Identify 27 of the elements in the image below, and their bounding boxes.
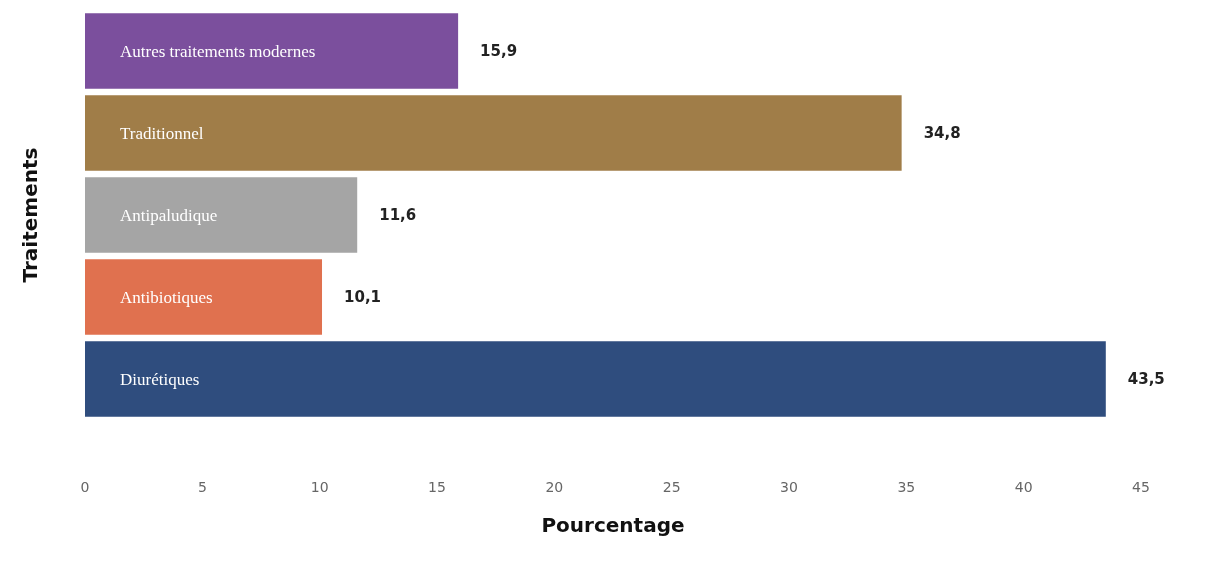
x-tick-label: 15 (428, 479, 446, 495)
x-tick-label: 10 (310, 479, 329, 495)
data-label: 15,9 (480, 42, 518, 60)
y-tick-label: Antibiotiques (120, 287, 213, 307)
y-tick-label: Autres traitements modernes (120, 41, 316, 61)
x-tick-label: 0 (80, 479, 90, 495)
x-tick-label: 40 (1014, 479, 1033, 495)
x-tick-label: 35 (897, 479, 916, 495)
x-tick-label: 30 (780, 479, 798, 495)
data-label: 11,6 (379, 206, 417, 224)
x-tick-label: 45 (1132, 479, 1150, 495)
x-axis-title: Pourcentage (541, 513, 685, 537)
y-tick-label: Traditionnel (120, 123, 204, 143)
bar (85, 13, 459, 89)
x-tick-label: 5 (197, 479, 207, 495)
bar (85, 177, 358, 253)
y-tick-label: Antipaludique (120, 205, 218, 225)
bar (85, 341, 1106, 417)
bar (85, 95, 902, 171)
y-axis-title: Traitements (18, 147, 42, 283)
bar (85, 259, 323, 335)
data-label: 34,8 (923, 124, 961, 142)
data-label: 10,1 (344, 288, 382, 306)
x-tick-label: 20 (545, 479, 564, 495)
y-tick-label: Diurétiques (120, 369, 200, 389)
x-tick-label: 25 (662, 479, 681, 495)
data-label: 43,5 (1127, 370, 1165, 388)
